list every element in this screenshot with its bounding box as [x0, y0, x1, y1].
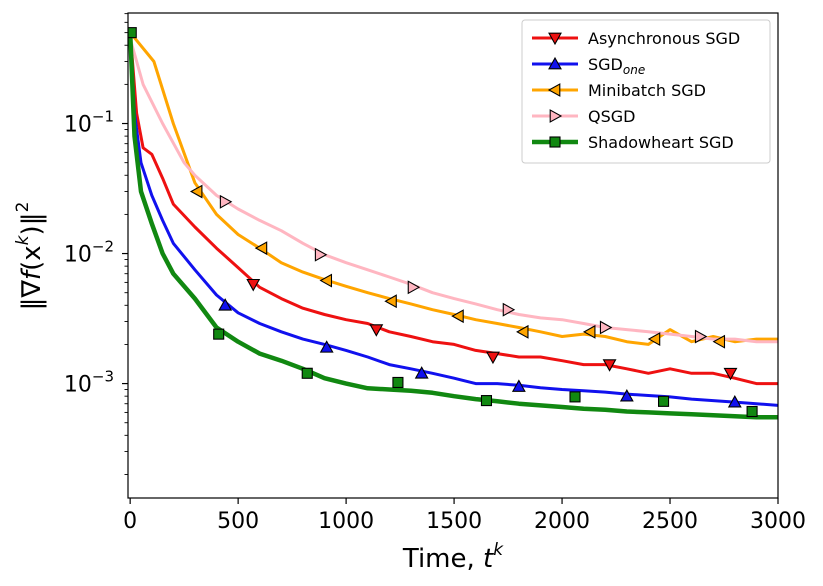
x-tick-label: 500: [217, 509, 259, 534]
series-marker: [319, 273, 333, 288]
legend-label: Asynchronous SGD: [588, 29, 740, 48]
series-marker: [407, 280, 421, 295]
x-tick-label: 3000: [750, 509, 806, 534]
legend-label: SGDone: [588, 55, 645, 77]
series-marker: [246, 278, 261, 292]
series-marker: [414, 366, 429, 379]
legend-box: [521, 19, 771, 164]
y-axis-title-sup2: 2: [13, 202, 33, 213]
legend-label: Shadowheart SGD: [588, 133, 734, 152]
series-marker: [392, 376, 404, 389]
series-marker: [369, 324, 384, 337]
series-marker: [694, 329, 708, 344]
series-marker: [189, 184, 203, 199]
series-line: [129, 31, 778, 346]
y-axis-title: ‖∇f(xk)‖2: [13, 202, 47, 311]
x-axis-title-sup: k: [493, 540, 504, 560]
series-marker: [301, 367, 313, 379]
series-marker: [218, 298, 233, 311]
plot-frame: [127, 12, 779, 499]
x-tick-label: 2500: [642, 509, 698, 534]
y-axis: 10−3 10−2 10−1: [64, 13, 128, 475]
legend-marker: [548, 56, 562, 70]
series-marker: [657, 395, 670, 407]
legend-label: QSGD: [588, 107, 635, 126]
legend: Asynchronous SGD SGDone Minibatch SGD QSGD S…: [521, 19, 771, 164]
x-tick-label: 1000: [318, 509, 374, 534]
series-marker: [599, 320, 613, 335]
series-marker: [314, 247, 328, 262]
series-marker: [647, 332, 661, 346]
series-marker: [480, 395, 493, 407]
series-marker: [723, 367, 738, 381]
series-marker: [213, 328, 225, 340]
x-axis-title: Time, tk: [402, 540, 504, 574]
series-marker: [516, 324, 529, 339]
series-marker: [727, 394, 742, 408]
marker-layer: [128, 27, 758, 418]
series-marker: [582, 324, 596, 339]
legend-marker: [549, 136, 561, 148]
y-axis-title-post: )‖: [17, 212, 47, 235]
series-marker: [602, 359, 617, 372]
series-marker: [746, 405, 758, 418]
legend-label: Minibatch SGD: [588, 81, 706, 100]
series-marker: [712, 334, 726, 349]
series-marker: [511, 379, 526, 392]
y-axis-title-sup1: k: [13, 234, 33, 245]
series-marker: [319, 340, 334, 353]
series-marker: [569, 391, 581, 403]
y-axis-title-pre: ‖∇: [17, 279, 47, 310]
series-marker: [254, 241, 268, 256]
x-tick-label: 1500: [426, 509, 482, 534]
series-marker: [486, 351, 500, 365]
series-marker: [502, 302, 516, 317]
series-marker: [619, 389, 634, 402]
legend-marker: [548, 32, 562, 46]
y-tick-label: 10−1: [64, 108, 114, 138]
y-tick-label: 10−2: [64, 238, 114, 268]
x-tick-label: 2000: [534, 509, 590, 534]
x-tick-label: 0: [123, 509, 137, 534]
series-line: [128, 32, 778, 420]
y-axis-title-mid: (x: [17, 245, 47, 271]
x-axis: 0 500 1000 1500 2000 2500 3000: [123, 498, 806, 534]
y-tick-label: 10−3: [64, 368, 114, 398]
series-marker: [128, 27, 137, 39]
legend-marker: [547, 83, 561, 97]
legend-marker: [549, 109, 563, 123]
series-marker: [451, 309, 464, 324]
series-line: [128, 32, 778, 386]
x-axis-title-var: t: [483, 544, 494, 574]
series-marker: [219, 194, 233, 209]
series-marker: [384, 294, 397, 309]
x-axis-title-main: Time,: [402, 544, 483, 574]
